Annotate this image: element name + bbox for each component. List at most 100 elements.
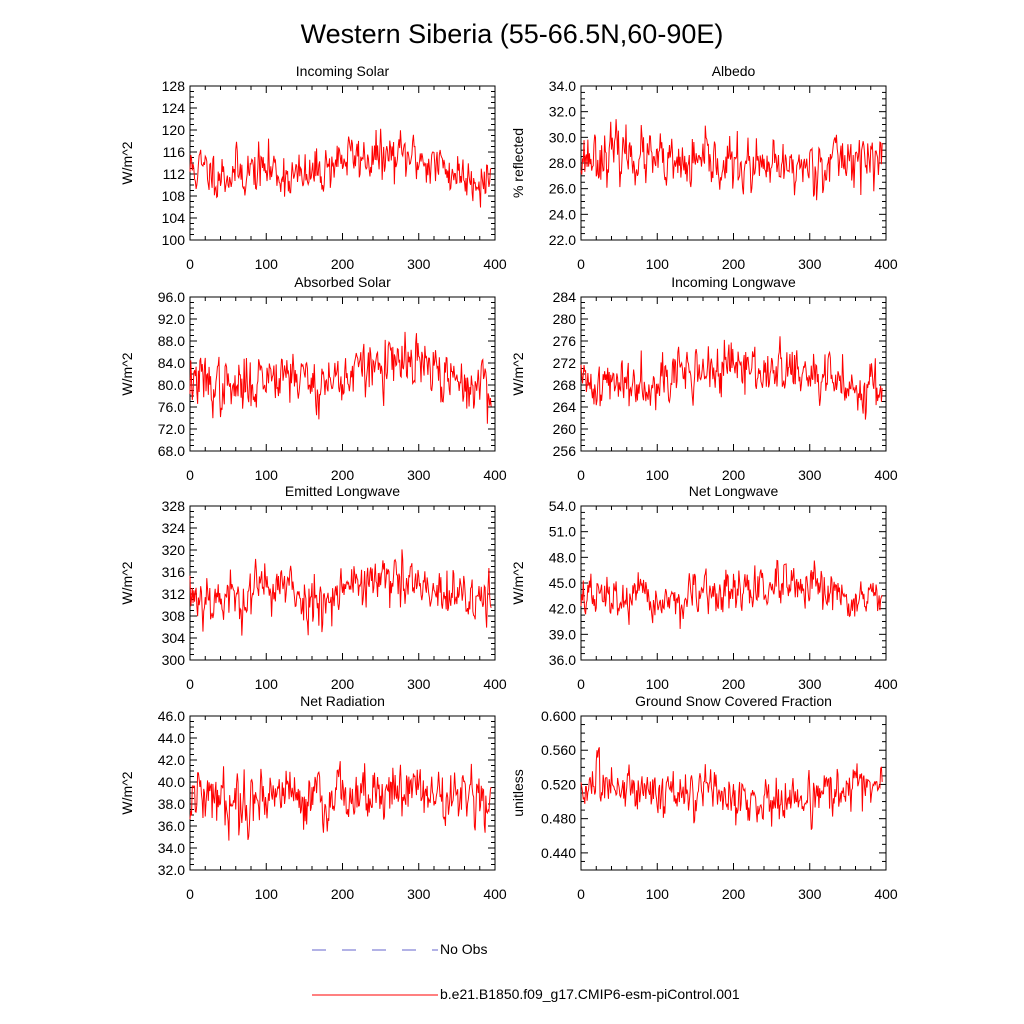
y-tick-label: 26.0 [549, 181, 576, 197]
y-tick-label: 276 [553, 333, 577, 349]
x-tick-label: 0 [577, 676, 585, 692]
y-axis-label: W/m^2 [119, 352, 135, 395]
y-tick-label: 116 [163, 144, 186, 160]
data-line [580, 336, 883, 420]
y-axis-label: W/m^2 [119, 561, 135, 604]
y-axis-label: % reflected [510, 128, 526, 198]
plot-frame [580, 85, 887, 241]
chart-panel: Net Longwave W/m^2 36.0 39.0 42.0 45.0 48.0 51.… [510, 483, 898, 692]
y-tick-label: 30.0 [549, 129, 576, 145]
plot-frame [189, 505, 496, 661]
chart-panel: Incoming Longwave W/m^2 256 260 264 268 272 276… [510, 274, 898, 483]
x-tick-label: 400 [874, 467, 898, 483]
y-tick-label: 0.600 [541, 708, 576, 724]
x-tick-label: 100 [646, 256, 670, 272]
x-tick-label: 200 [722, 256, 746, 272]
panel-title: Net Longwave [689, 483, 779, 499]
x-tick-label: 400 [483, 467, 507, 483]
data-line [189, 331, 492, 424]
y-tick-label: 96.0 [158, 289, 185, 305]
x-tick-label: 200 [331, 676, 355, 692]
y-tick-label: 304 [162, 630, 186, 646]
y-tick-label: 112 [163, 166, 186, 182]
figure-title: Western Siberia (55-66.5N,60-90E) [301, 19, 724, 49]
y-tick-label: 0.480 [541, 811, 576, 827]
y-tick-label: 120 [162, 122, 186, 138]
plot-frame [580, 296, 887, 452]
y-tick-label: 42.0 [549, 601, 576, 617]
y-tick-label: 312 [162, 586, 186, 602]
x-tick-label: 300 [798, 467, 822, 483]
y-tick-label: 38.0 [158, 796, 185, 812]
y-tick-label: 264 [553, 399, 577, 415]
y-tick-label: 268 [553, 377, 577, 393]
y-tick-label: 76.0 [158, 399, 185, 415]
panel-title: Incoming Solar [296, 63, 390, 79]
x-tick-label: 0 [186, 467, 194, 483]
y-tick-label: 280 [553, 311, 577, 327]
x-tick-label: 100 [255, 886, 279, 902]
y-tick-label: 100 [162, 232, 186, 248]
y-tick-label: 300 [162, 652, 186, 668]
y-tick-label: 22.0 [549, 232, 576, 248]
y-tick-label: 256 [553, 443, 577, 459]
y-tick-label: 308 [162, 608, 186, 624]
y-tick-label: 328 [162, 498, 186, 514]
x-tick-label: 400 [874, 886, 898, 902]
x-tick-label: 0 [577, 256, 585, 272]
data-line [189, 128, 492, 208]
x-tick-label: 0 [186, 886, 194, 902]
y-tick-label: 92.0 [158, 311, 185, 327]
data-line [189, 761, 492, 841]
y-tick-label: 80.0 [158, 377, 185, 393]
x-tick-label: 200 [722, 676, 746, 692]
y-tick-label: 324 [162, 520, 186, 536]
plot-frame [189, 296, 496, 452]
y-tick-label: 34.0 [158, 840, 185, 856]
y-tick-label: 39.0 [549, 626, 576, 642]
y-axis-label: W/m^2 [510, 561, 526, 604]
data-line [189, 549, 492, 636]
y-tick-label: 260 [553, 421, 577, 437]
y-tick-label: 32.0 [549, 104, 576, 120]
x-tick-label: 400 [483, 676, 507, 692]
y-tick-label: 32.0 [158, 862, 185, 878]
y-tick-label: 0.560 [541, 742, 576, 758]
y-axis-label: unitless [510, 769, 526, 816]
y-tick-label: 42.0 [158, 752, 185, 768]
x-tick-label: 400 [483, 886, 507, 902]
y-tick-label: 0.520 [541, 776, 576, 792]
y-tick-label: 124 [162, 100, 186, 116]
x-tick-label: 100 [255, 256, 279, 272]
y-tick-label: 36.0 [549, 652, 576, 668]
y-tick-label: 46.0 [158, 708, 185, 724]
y-tick-label: 40.0 [158, 774, 185, 790]
x-tick-label: 200 [331, 467, 355, 483]
y-tick-label: 51.0 [549, 524, 576, 540]
panel-title: Net Radiation [300, 693, 385, 709]
x-tick-label: 0 [186, 256, 194, 272]
y-axis-label: W/m^2 [119, 141, 135, 184]
data-line [580, 119, 883, 201]
x-tick-label: 300 [798, 676, 822, 692]
x-tick-label: 100 [646, 467, 670, 483]
y-tick-label: 316 [162, 564, 186, 580]
legend: No Obs b.e21.B1850.f09_g17.CMIP6-esm-piC… [312, 941, 740, 1002]
y-tick-label: 48.0 [549, 549, 576, 565]
y-tick-label: 45.0 [549, 575, 576, 591]
data-line [580, 559, 883, 629]
x-tick-label: 200 [722, 886, 746, 902]
panel-title: Incoming Longwave [671, 274, 796, 290]
y-tick-label: 320 [162, 542, 186, 558]
x-tick-label: 100 [646, 886, 670, 902]
y-tick-label: 284 [553, 289, 577, 305]
y-tick-label: 72.0 [158, 421, 185, 437]
x-tick-label: 300 [407, 886, 431, 902]
panel-title: Absorbed Solar [294, 274, 391, 290]
x-tick-label: 200 [331, 256, 355, 272]
x-tick-label: 400 [483, 256, 507, 272]
x-tick-label: 300 [407, 256, 431, 272]
panel-title: Emitted Longwave [285, 483, 400, 499]
data-line [580, 747, 883, 830]
